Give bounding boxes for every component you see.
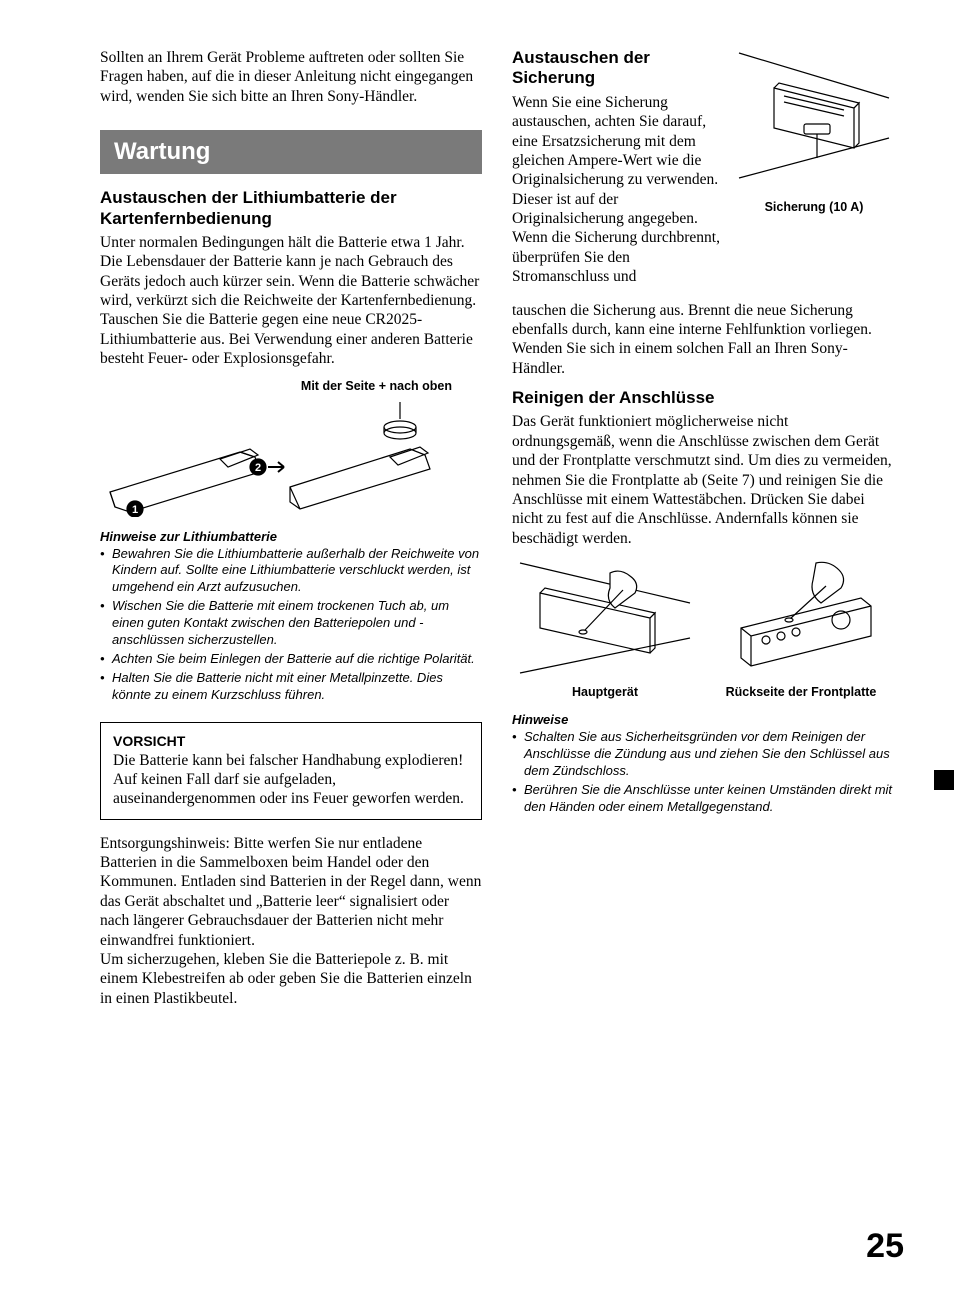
page-number: 25 — [866, 1227, 904, 1266]
battery-diagram: 1 2 — [100, 397, 440, 517]
note-item: Berühren Sie die Anschlüsse unter keinen… — [512, 782, 894, 816]
note-item: Achten Sie beim Einlegen der Batterie au… — [100, 651, 482, 668]
caution-box: VORSICHT Die Batterie kann bei falscher … — [100, 722, 482, 820]
left-column: Sollten an Ihrem Gerät Probleme auftrete… — [100, 48, 482, 1018]
svg-text:1: 1 — [132, 504, 138, 516]
heading-clean: Reinigen der Anschlüsse — [512, 388, 894, 408]
caution-title: VORSICHT — [113, 733, 469, 749]
notes-lithium-head: Hinweise zur Lithiumbatterie — [100, 529, 482, 544]
notes-clean-list: Schalten Sie aus Sicherheitsgründen vor … — [512, 729, 894, 815]
svg-text:2: 2 — [255, 462, 261, 474]
note-item: Halten Sie die Batterie nicht mit einer … — [100, 670, 482, 704]
caution-body: Die Batterie kann bei falscher Handhabun… — [113, 751, 469, 809]
main-unit-caption: Hauptgerät — [512, 685, 698, 700]
main-unit-diagram — [515, 558, 695, 678]
connector-figures: Hauptgerät — [512, 558, 894, 700]
edge-tab-marker — [934, 770, 954, 790]
clean-body: Das Gerät funktioniert möglicherweise ni… — [512, 412, 894, 548]
fuse-section: Austauschen der Sicherung Wenn Sie eine … — [512, 48, 894, 287]
right-column: Austauschen der Sicherung Wenn Sie eine … — [512, 48, 894, 1018]
figure1-caption: Mit der Seite + nach oben — [100, 379, 482, 393]
two-column-layout: Sollten an Ihrem Gerät Probleme auftrete… — [100, 48, 894, 1018]
note-item: Wischen Sie die Batterie mit einem trock… — [100, 598, 482, 649]
fuse-caption: Sicherung (10 A) — [734, 200, 894, 215]
fuse-figure: Sicherung (10 A) — [734, 48, 894, 287]
fuse-body-wrap: Wenn Sie eine Sicherung austauschen, ach… — [512, 93, 724, 287]
fuse-diagram — [734, 48, 894, 193]
front-panel-caption: Rückseite der Frontplatte — [708, 685, 894, 700]
heading-fuse: Austauschen der Sicherung — [512, 48, 724, 89]
fuse-body-part1: Wenn Sie eine Sicherung austauschen, ach… — [512, 94, 720, 285]
heading-battery: Austauschen der Lithiumbatterie der Kart… — [100, 188, 482, 229]
section-heading-wartung: Wartung — [100, 130, 482, 174]
front-panel-diagram — [711, 558, 891, 678]
intro-paragraph: Sollten an Ihrem Gerät Probleme auftrete… — [100, 48, 482, 106]
fuse-body-part2: tauschen die Sicherung aus. Brennt die n… — [512, 301, 894, 379]
battery-body: Unter normalen Bedingungen hält die Batt… — [100, 233, 482, 369]
note-item: Bewahren Sie die Lithiumbatterie außerha… — [100, 546, 482, 597]
notes-lithium-list: Bewahren Sie die Lithiumbatterie außerha… — [100, 546, 482, 704]
note-item: Schalten Sie aus Sicherheitsgründen vor … — [512, 729, 894, 780]
notes-clean-head: Hinweise — [512, 712, 894, 727]
disposal-paragraph: Entsorgungshinweis: Bitte werfen Sie nur… — [100, 834, 482, 1008]
